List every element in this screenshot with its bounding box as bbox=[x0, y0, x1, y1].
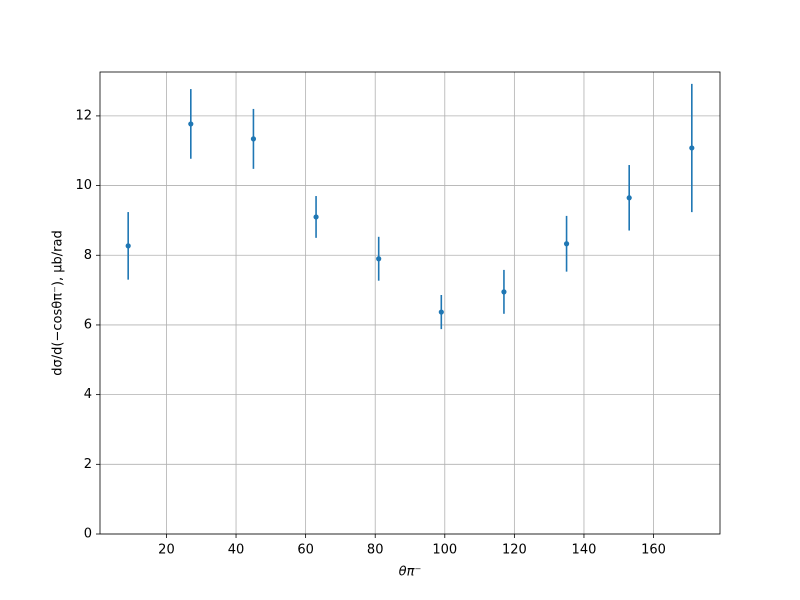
y-tick-label: 10 bbox=[75, 178, 92, 193]
data-point bbox=[689, 145, 695, 151]
x-tick-label: 120 bbox=[502, 543, 527, 558]
data-point bbox=[626, 195, 632, 201]
data-point bbox=[250, 136, 257, 142]
y-tick-label: 12 bbox=[75, 108, 92, 123]
plot-frame bbox=[99, 71, 721, 535]
data-point bbox=[438, 309, 444, 315]
y-tick-label: 4 bbox=[84, 387, 92, 402]
y-axis-label: dσ/d(−cosθπ⁻), μb/rad bbox=[51, 230, 66, 375]
y-tick-label: 2 bbox=[84, 457, 92, 472]
x-tick-label: 160 bbox=[641, 543, 666, 558]
x-tick-label: 80 bbox=[367, 543, 384, 558]
x-tick-label: 40 bbox=[228, 543, 245, 558]
data-point bbox=[125, 243, 131, 249]
x-tick-label: 60 bbox=[297, 543, 314, 558]
x-tick-label: 100 bbox=[432, 543, 457, 558]
y-tick-label: 6 bbox=[84, 317, 92, 332]
data-point bbox=[313, 214, 319, 220]
data-point bbox=[563, 241, 570, 247]
y-tick-label: 0 bbox=[84, 527, 92, 542]
data-point bbox=[501, 289, 507, 295]
x-axis-label: θπ⁻ bbox=[399, 565, 422, 580]
x-tick-label: 140 bbox=[572, 543, 597, 558]
data-point bbox=[188, 121, 194, 127]
data-point bbox=[376, 256, 382, 262]
x-tick-label: 20 bbox=[158, 543, 175, 558]
y-tick-label: 8 bbox=[84, 248, 92, 263]
